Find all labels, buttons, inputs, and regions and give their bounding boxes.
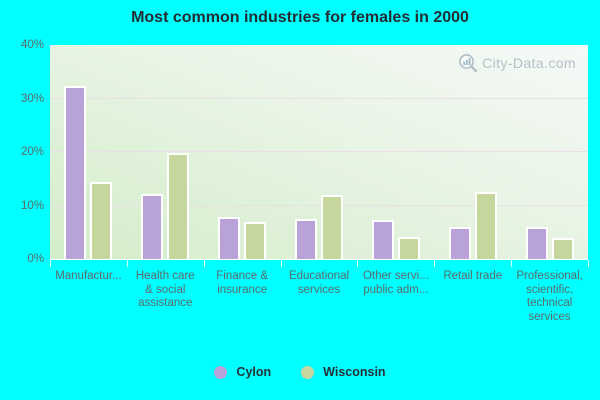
- y-axis: 0% 10% 20% 30% 40%: [0, 39, 44, 265]
- legend-label: Wisconsin: [323, 365, 386, 379]
- x-category-label: Retail trade: [443, 270, 503, 282]
- bar-wisconsin: [244, 222, 267, 259]
- y-tick-label: 30%: [20, 92, 44, 105]
- bar-group: [511, 45, 588, 259]
- x-category-label: Professional, scientific, technical serv…: [516, 270, 583, 323]
- x-axis-tick: [511, 260, 513, 267]
- bar-cylon: [525, 226, 548, 259]
- gridline: [50, 204, 588, 206]
- bar-wisconsin: [90, 181, 113, 259]
- legend-item-cylon: Cylon: [214, 365, 271, 379]
- bar-cylon: [218, 216, 241, 259]
- legend-dot-icon: [301, 365, 315, 379]
- watermark-text: City-Data.com: [482, 55, 576, 71]
- watermark: City-Data.com: [458, 53, 576, 73]
- legend: Cylon Wisconsin: [0, 363, 600, 381]
- x-axis-tick: [280, 260, 282, 267]
- x-category-label: Educational services: [288, 270, 350, 296]
- bar-wisconsin: [397, 237, 420, 259]
- y-tick-label: 20%: [20, 146, 44, 158]
- bar-cylon: [448, 226, 471, 259]
- x-category-label: Health care & social assistance: [135, 270, 195, 309]
- x-axis-tick: [126, 260, 128, 267]
- bar-cylon: [371, 220, 394, 259]
- x-axis-tick: [203, 260, 205, 267]
- bar-groups: [50, 45, 588, 259]
- x-axis-tick: [50, 260, 51, 267]
- gridline: [50, 97, 588, 99]
- bar-group: [434, 45, 511, 259]
- bar-group: [204, 45, 281, 259]
- y-tick-label: 40%: [20, 39, 44, 51]
- x-labels: Manufactur... Health care & social assist…: [50, 270, 588, 324]
- x-category-label: Finance & insurance: [216, 270, 269, 296]
- x-axis-tick: [588, 260, 589, 267]
- x-axis-tick: [357, 260, 359, 267]
- gridline: [50, 151, 588, 152]
- bar-group: [127, 45, 204, 259]
- bar-cylon: [64, 85, 87, 259]
- bar-wisconsin: [551, 237, 574, 259]
- legend-dot-icon: [214, 365, 228, 379]
- bar-group: [357, 45, 434, 259]
- bar-cylon: [141, 194, 164, 259]
- y-tick-label: 0%: [27, 253, 44, 265]
- bar-group: [281, 45, 358, 259]
- x-category-label: Other servi... public adm...: [362, 270, 429, 296]
- chart-title: Most common industries for females in 20…: [131, 9, 469, 26]
- x-axis-tick: [434, 260, 436, 267]
- x-category-label: Manufactur...: [55, 270, 122, 282]
- bar-wisconsin: [474, 192, 497, 259]
- bar-cylon: [295, 218, 317, 259]
- x-axis: [50, 259, 589, 267]
- bar-wisconsin: [167, 152, 190, 259]
- legend-label: Cylon: [236, 365, 272, 379]
- bar-group: [50, 45, 127, 259]
- bar-wisconsin: [321, 195, 343, 259]
- y-tick-label: 10%: [20, 199, 44, 212]
- plot-area: City-Data.com: [50, 45, 588, 260]
- magnifier-icon: [458, 53, 478, 73]
- legend-item-wisconsin: Wisconsin: [301, 365, 386, 379]
